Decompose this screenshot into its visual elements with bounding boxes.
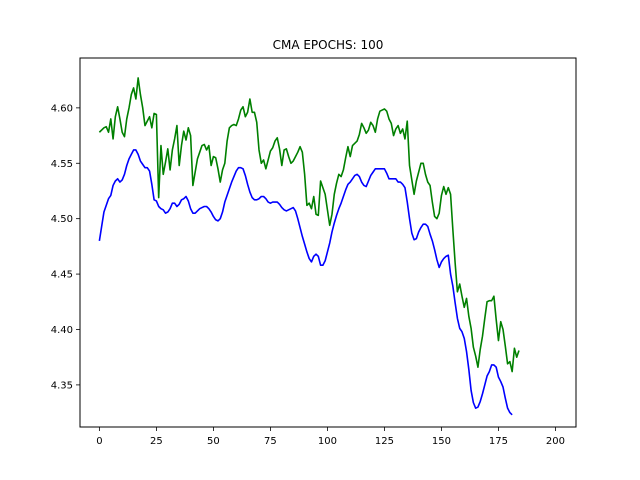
x-tick-label: 25 [150,436,163,447]
x-tick-label: 75 [264,436,277,447]
y-tick-label: 4.35 [51,380,73,391]
x-tick-label: 175 [489,436,508,447]
chart-title: CMA EPOCHS: 100 [273,38,384,52]
x-tick-label: 50 [207,436,220,447]
series-line-1 [98,149,513,416]
y-tick-label: 4.45 [51,270,73,281]
plot-frame [79,57,577,428]
x-tick-label: 100 [318,436,337,447]
x-tick-label: 0 [96,436,102,447]
x-tick-label: 200 [546,436,565,447]
series-line-0 [98,77,520,373]
x-tick-label: 150 [432,436,451,447]
y-axis-ticks: 4.35 4.40 4.45 4.50 4.55 4.60 [51,103,80,391]
y-tick-label: 4.40 [51,325,73,336]
x-axis-ticks: 0 25 50 75 100 125 150 175 200 [96,427,565,447]
y-tick-label: 4.55 [51,159,73,170]
x-tick-label: 125 [375,436,394,447]
y-tick-label: 4.60 [51,103,73,114]
y-tick-label: 4.50 [51,214,73,225]
series-layer [98,77,520,416]
